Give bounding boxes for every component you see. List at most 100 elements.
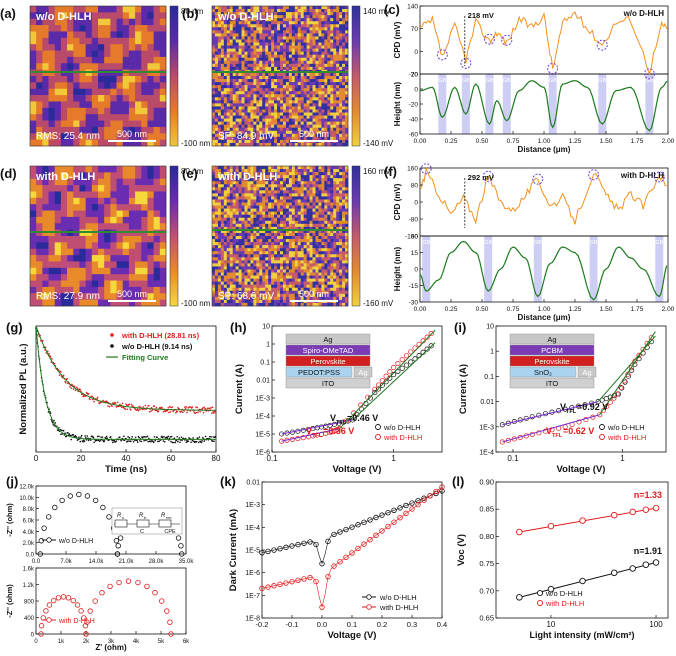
map-pixel bbox=[214, 121, 219, 125]
map-pixel bbox=[232, 94, 236, 98]
map-pixel bbox=[324, 45, 328, 49]
map-pixel bbox=[271, 178, 275, 182]
map-pixel bbox=[309, 121, 313, 125]
map-pixel bbox=[259, 266, 263, 270]
map-pixel bbox=[309, 245, 313, 249]
map-pixel bbox=[262, 39, 266, 43]
map-pixel bbox=[122, 280, 130, 288]
map-pixel bbox=[67, 223, 74, 230]
map-pixel bbox=[294, 45, 299, 49]
map-pixel bbox=[79, 286, 86, 294]
map-pixel bbox=[104, 299, 111, 307]
map-pixel bbox=[232, 226, 236, 231]
map-pixel bbox=[285, 82, 290, 86]
map-pixel bbox=[268, 106, 272, 110]
map-pixel bbox=[30, 25, 37, 32]
map-pixel bbox=[282, 118, 287, 122]
map-pixel bbox=[333, 208, 337, 212]
map-pixel bbox=[250, 236, 254, 240]
map-pixel bbox=[318, 48, 322, 52]
map-pixel bbox=[256, 106, 260, 110]
map-pixel bbox=[238, 27, 242, 31]
map-pixel bbox=[294, 27, 299, 31]
map-pixel bbox=[238, 127, 242, 132]
map-pixel bbox=[244, 281, 248, 285]
map-pixel bbox=[288, 127, 293, 132]
map-pixel bbox=[294, 214, 299, 219]
map-pixel bbox=[274, 15, 278, 19]
map-pixel bbox=[116, 76, 124, 83]
map-pixel bbox=[262, 226, 266, 231]
map-pixel bbox=[339, 42, 343, 46]
map-pixel bbox=[247, 18, 251, 22]
map-pixel bbox=[339, 39, 343, 43]
map-pixel bbox=[235, 133, 239, 138]
map-pixel bbox=[312, 36, 316, 40]
map-pixel bbox=[241, 248, 245, 252]
map-pixel bbox=[300, 124, 304, 129]
map-pixel bbox=[214, 82, 219, 86]
map-pixel bbox=[291, 72, 296, 77]
map-pixel bbox=[330, 72, 334, 77]
map-pixel bbox=[253, 202, 257, 206]
map-pixel bbox=[79, 25, 86, 32]
map-pixel bbox=[212, 208, 216, 212]
map-pixel bbox=[280, 196, 284, 200]
map-pixel bbox=[73, 280, 80, 288]
map-pixel bbox=[327, 124, 331, 129]
map-pixel bbox=[339, 130, 343, 135]
map-pixel bbox=[294, 94, 299, 98]
map-pixel bbox=[282, 15, 287, 19]
map-pixel bbox=[285, 115, 290, 119]
map-pixel bbox=[262, 15, 266, 19]
map-pixel bbox=[79, 299, 86, 307]
map-pixel bbox=[110, 95, 117, 102]
map-pixel bbox=[333, 248, 337, 252]
map-pixel bbox=[345, 136, 349, 141]
map-pixel bbox=[265, 172, 269, 176]
map-pixel bbox=[226, 272, 231, 276]
map-pixel bbox=[235, 245, 239, 249]
map-pixel bbox=[288, 208, 293, 212]
map-pixel bbox=[116, 210, 124, 218]
map-pixel bbox=[277, 275, 281, 279]
map-pixel bbox=[250, 91, 254, 95]
map-pixel bbox=[309, 115, 313, 119]
map-pixel bbox=[336, 236, 340, 240]
map-pixel bbox=[244, 103, 248, 107]
map-pixel bbox=[247, 254, 251, 258]
map-pixel bbox=[104, 223, 111, 230]
map-pixel bbox=[60, 280, 68, 288]
map-pixel bbox=[226, 229, 231, 234]
map-pixel bbox=[128, 299, 136, 307]
map-pixel bbox=[241, 242, 245, 246]
map-pixel bbox=[253, 103, 257, 107]
map-pixel bbox=[223, 251, 228, 255]
map-pixel bbox=[300, 226, 304, 231]
map-pixel bbox=[220, 106, 225, 110]
map-pixel bbox=[312, 275, 316, 279]
map-pixel bbox=[104, 139, 111, 147]
map-pixel bbox=[223, 124, 228, 129]
map-pixel bbox=[342, 60, 346, 65]
map-pixel bbox=[303, 133, 307, 138]
map-pixel bbox=[253, 236, 257, 240]
map-pixel bbox=[285, 30, 290, 34]
map-pixel bbox=[345, 232, 349, 237]
map-pixel bbox=[327, 115, 331, 119]
map-pixel bbox=[336, 39, 340, 43]
map-pixel bbox=[214, 272, 219, 276]
map-pixel bbox=[229, 208, 233, 212]
map-pixel bbox=[333, 260, 337, 264]
map-pixel bbox=[217, 184, 222, 188]
map-pixel bbox=[36, 25, 43, 32]
map-pixel bbox=[294, 226, 299, 231]
map-pixel bbox=[229, 205, 233, 209]
map-pixel bbox=[274, 184, 278, 188]
map-pixel bbox=[73, 255, 80, 262]
map-pixel bbox=[214, 100, 219, 104]
map-pixel bbox=[339, 223, 343, 228]
map-pixel bbox=[241, 6, 245, 10]
map-pixel bbox=[253, 248, 257, 252]
map-pixel bbox=[282, 51, 287, 55]
